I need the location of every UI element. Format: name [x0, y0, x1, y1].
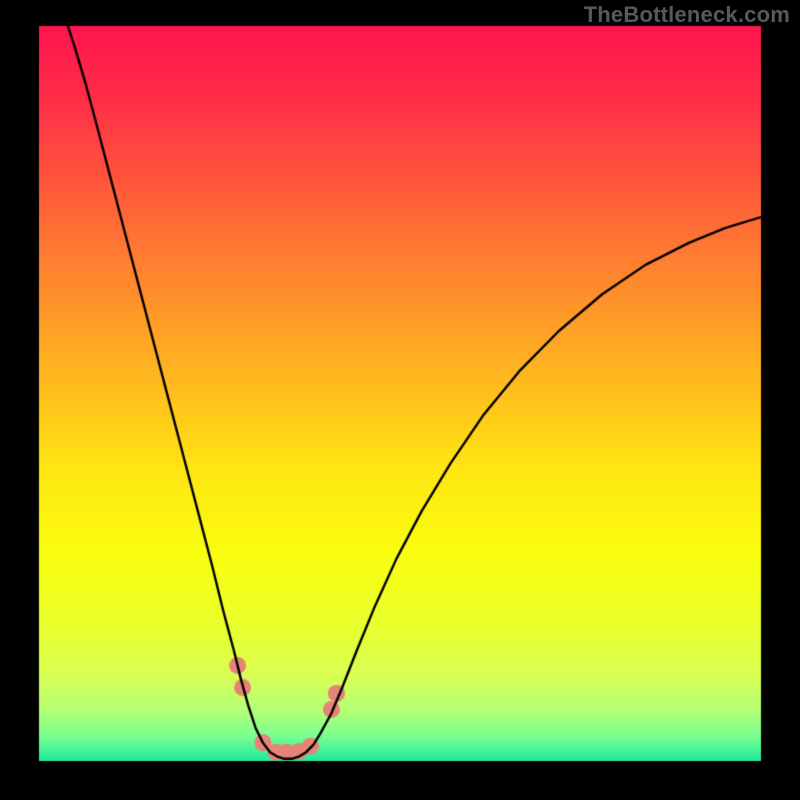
- bottleneck-curve-chart: [0, 0, 800, 800]
- chart-stage: TheBottleneck.com: [0, 0, 800, 800]
- watermark-label: TheBottleneck.com: [584, 2, 790, 28]
